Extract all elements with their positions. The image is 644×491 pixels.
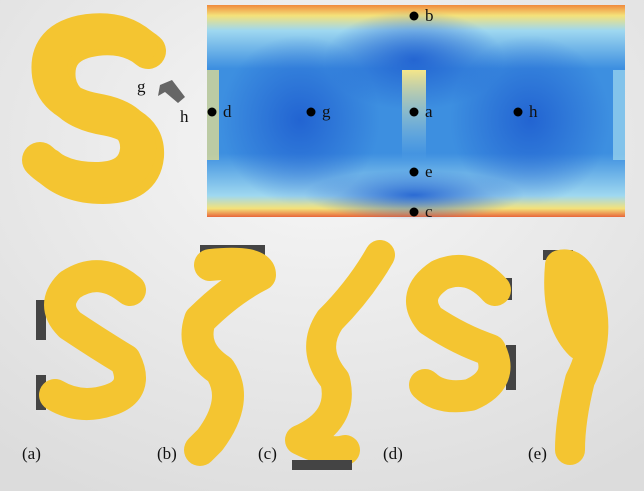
map-point bbox=[409, 167, 419, 177]
map-point bbox=[409, 11, 419, 21]
renders bbox=[36, 240, 609, 470]
panel-label: (d) bbox=[383, 444, 403, 463]
map-point bbox=[306, 107, 316, 117]
map-point bbox=[513, 107, 523, 117]
map-point-label: a bbox=[425, 102, 433, 121]
map-point-label: c bbox=[425, 202, 433, 221]
map-point bbox=[207, 107, 217, 117]
map-point-label: b bbox=[425, 6, 434, 25]
inset-label: h bbox=[180, 107, 189, 126]
map-point-label: g bbox=[322, 102, 331, 121]
map-point-label: e bbox=[425, 162, 433, 181]
panel-label: (e) bbox=[528, 444, 547, 463]
map-point-label: d bbox=[223, 102, 232, 121]
panel-label: (a) bbox=[22, 444, 41, 463]
map-point-label: h bbox=[529, 102, 538, 121]
map-point bbox=[409, 107, 419, 117]
inset-label: g bbox=[137, 77, 146, 96]
s-letter bbox=[22, 13, 185, 204]
panel-label: (c) bbox=[258, 444, 277, 463]
panel-label: (b) bbox=[157, 444, 177, 463]
map-point bbox=[409, 207, 419, 217]
